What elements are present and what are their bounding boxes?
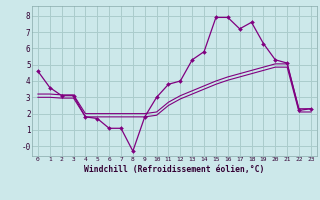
X-axis label: Windchill (Refroidissement éolien,°C): Windchill (Refroidissement éolien,°C) [84, 165, 265, 174]
